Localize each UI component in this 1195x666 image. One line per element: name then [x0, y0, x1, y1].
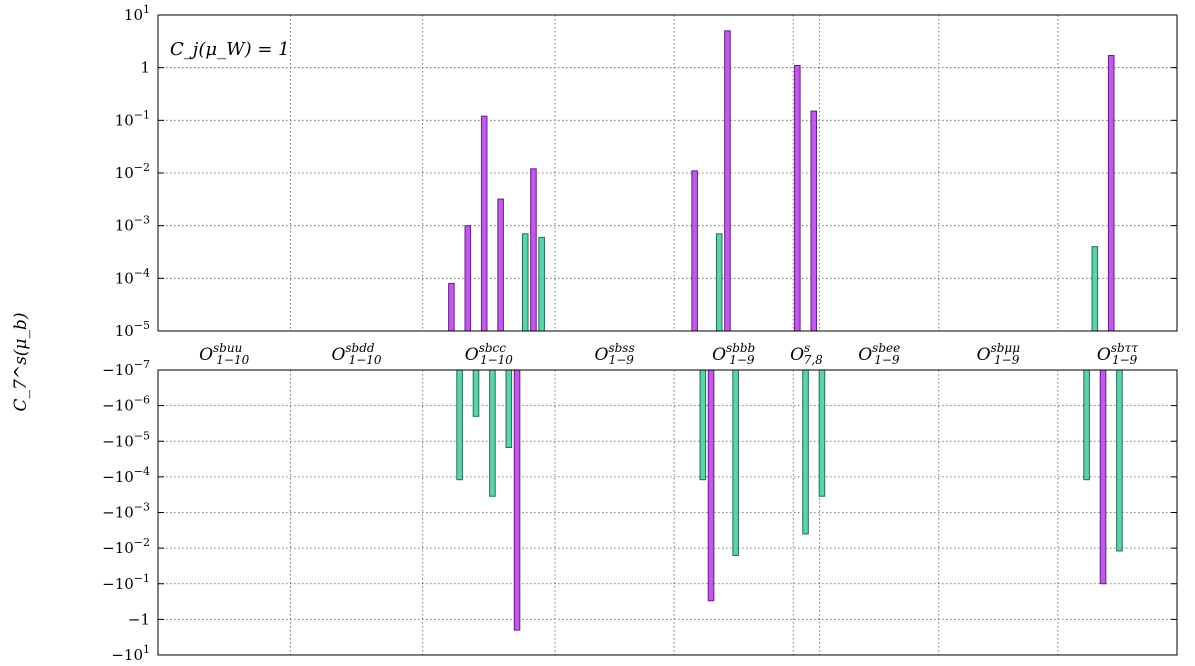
grid-layer	[158, 15, 1177, 655]
y-tick-label: 10−4	[115, 266, 150, 287]
bar	[810, 110, 818, 332]
bar	[699, 369, 707, 481]
bar	[538, 236, 545, 332]
y-tick-label: 101	[124, 3, 150, 24]
bar	[732, 369, 739, 556]
bar	[521, 233, 529, 332]
y-tick-label: −10−3	[102, 501, 150, 522]
category-labels: Osbuu 1−10 Osbdd 1−10 Osbcc 1−10 Osbss 1−9 Osbbb…	[199, 341, 1138, 367]
category-label: Os 7,8	[790, 341, 823, 367]
y-axis-label: C_7^s(μ_b)	[11, 313, 31, 412]
y-tick-label: 10−1	[115, 108, 150, 129]
bar	[715, 233, 723, 332]
bar	[1083, 369, 1090, 481]
category-label: Osbμμ 1−9	[977, 341, 1021, 367]
bar	[530, 168, 537, 332]
y-tick-label: 1	[140, 59, 150, 77]
bar	[1099, 369, 1107, 585]
category-label: Osbττ 1−9	[1097, 341, 1138, 367]
bar	[802, 369, 809, 535]
y-tick-label: −10−1	[102, 572, 150, 593]
bar	[480, 115, 488, 332]
y-tick-label: −10−7	[102, 358, 150, 379]
y-tick-label: −1	[128, 610, 150, 628]
y-tick-label: 10−3	[115, 214, 150, 235]
bar	[1091, 246, 1099, 332]
category-label: Osbdd 1−10	[331, 341, 381, 367]
y-tick-labels: 101 1 10−1 10−2 10−3 10−4 10−5 −10−7 −10−6 −10−5 −…	[102, 3, 1177, 664]
bar	[707, 369, 715, 602]
bar	[497, 198, 504, 332]
frame-layer	[157, 14, 1178, 656]
category-label: Osbuu 1−10	[199, 341, 250, 367]
bar	[464, 225, 472, 332]
bar	[724, 30, 731, 332]
bar	[513, 369, 521, 631]
bar	[794, 64, 801, 332]
bar	[448, 282, 455, 332]
bar	[691, 170, 698, 332]
category-label: Osbcc 1−10	[465, 341, 514, 367]
bar	[1107, 55, 1115, 332]
bar	[1116, 369, 1123, 552]
y-tick-label: −10−6	[102, 394, 150, 415]
y-tick-label: 10−2	[115, 161, 150, 182]
y-tick-label: −10−4	[102, 465, 150, 486]
annotation-text: C_j(μ_W) = 1	[170, 39, 290, 60]
y-tick-label: −10−5	[102, 429, 150, 450]
category-label: Osbee 1−9	[858, 341, 900, 367]
bar-layer	[448, 30, 1123, 631]
y-tick-label: 10−5	[115, 319, 150, 340]
bar	[505, 369, 513, 449]
y-tick-label: −10−2	[102, 536, 150, 557]
category-label: Osbbb 1−9	[712, 341, 755, 367]
bar	[818, 369, 826, 497]
y-tick-label: −101	[111, 643, 150, 664]
bar	[472, 369, 480, 417]
bar	[489, 369, 496, 497]
category-label: Osbss 1−9	[595, 341, 635, 367]
bar	[456, 369, 463, 481]
